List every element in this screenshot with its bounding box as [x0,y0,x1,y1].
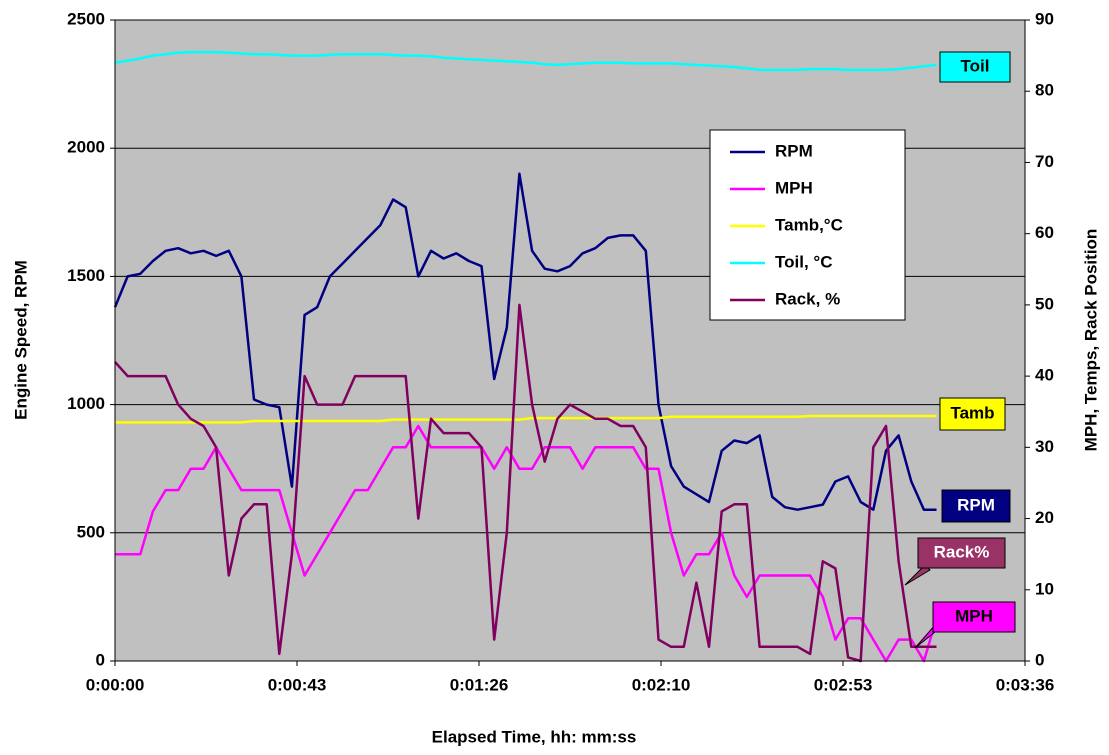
y2-tick-label: 0 [1035,650,1044,669]
y2-tick-label: 60 [1035,223,1054,242]
y2-tick-label: 20 [1035,508,1054,527]
annotation: RPM [957,495,995,514]
y2-tick-label: 80 [1035,81,1054,100]
y-tick-label: 500 [77,522,105,541]
x-tick-label: 0:01:26 [450,675,509,694]
x-tick-label: 0:00:43 [268,675,327,694]
annotation: Tamb [950,403,994,422]
legend-label: Rack, % [775,289,840,308]
y2-tick-label: 50 [1035,294,1054,313]
series-line [115,414,937,424]
annotation-box [917,537,1006,569]
y2-tick-label: 40 [1035,366,1054,385]
x-tick-label: 0:02:53 [814,675,873,694]
annotation: MPH [955,606,993,625]
x-axis-title: Elapsed Time, hh: mm:ss [432,727,637,746]
x-tick-label: 0:03:36 [996,675,1055,694]
y-tick-label: 1500 [67,266,105,285]
legend-label: Tamb,°C [775,215,843,234]
annotation-box [939,51,1011,83]
annotations: Toil Tamb RPM Rack% MPH [917,51,1016,633]
plot-area [115,20,1025,661]
annotation: Rack% [934,542,990,561]
series-line [114,50,937,72]
annotation-box [941,489,1011,523]
series-line [114,303,937,663]
y2-axis-title: MPH, Temps, Rack Position [1081,229,1100,452]
y-tick-label: 1000 [67,394,105,413]
y-tick-label: 2500 [67,9,105,28]
series-line [113,172,937,511]
series-line [115,424,938,663]
legend-label: RPM [775,141,813,160]
x-tick-label: 0:00:00 [86,675,145,694]
annotation-box [939,397,1006,431]
y2-tick-label: 90 [1035,9,1054,28]
lines [113,50,938,663]
y2-tick-label: 70 [1035,152,1054,171]
y2-tick-label: 30 [1035,437,1054,456]
legend-label: MPH [775,178,813,197]
x-tick-label: 0:02:10 [632,675,691,694]
y-axis-title: Engine Speed, RPM [11,260,30,420]
annotation-box [932,601,1016,633]
legend [709,129,906,321]
y2-tick-label: 10 [1035,579,1054,598]
y-tick-label: 2000 [67,138,105,157]
y-tick-label: 0 [96,650,105,669]
legend-label: Toil, °C [775,252,832,271]
annotation: Toil [961,56,990,75]
legend-items: RPM MPH Tamb,°C Toil, °C Rack, % [730,141,843,308]
